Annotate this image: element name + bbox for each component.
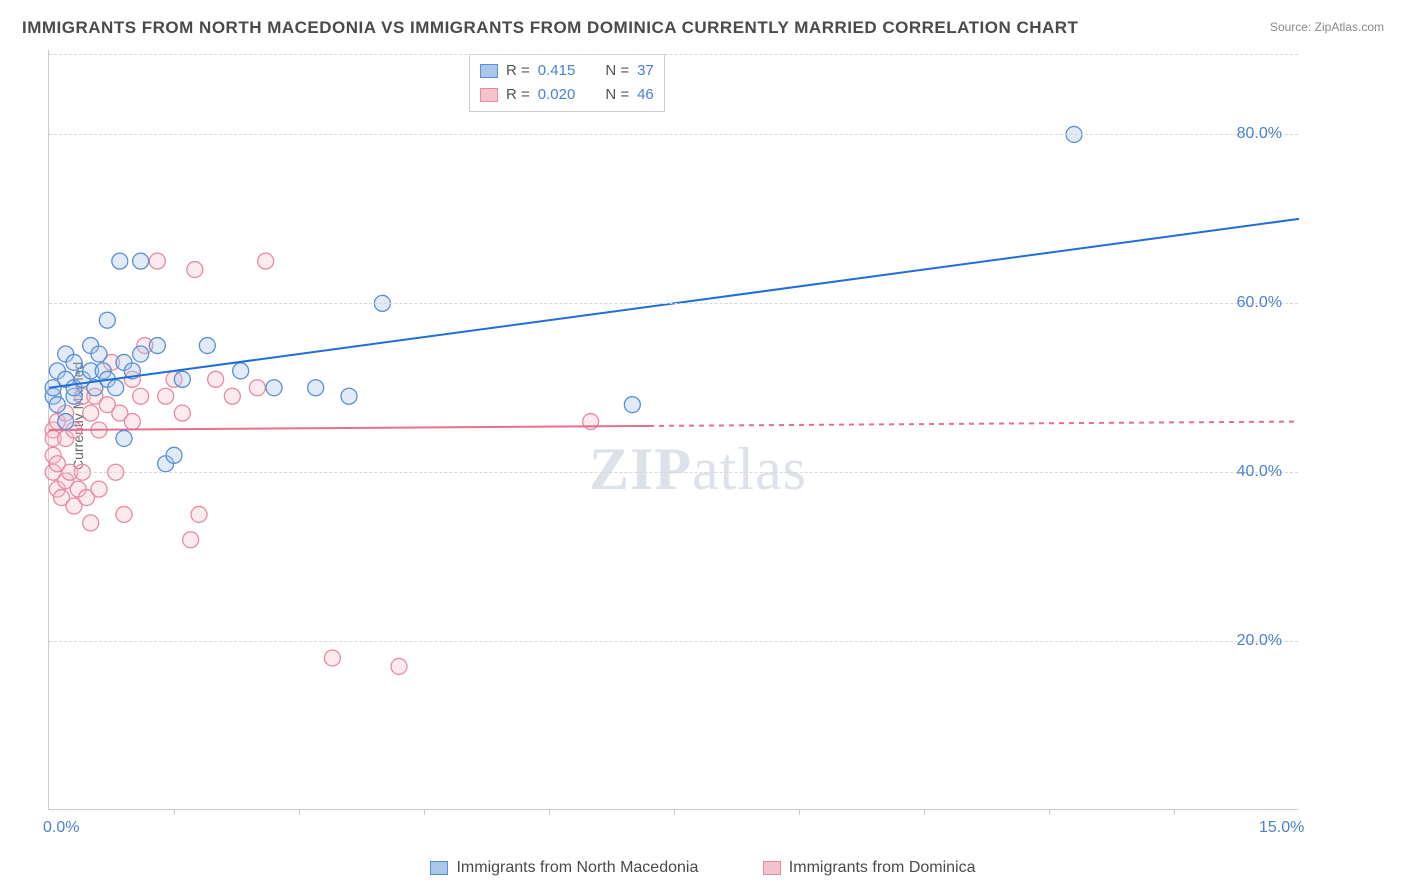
legend-item-dominica: Immigrants from Dominica xyxy=(763,859,976,877)
legend-series: Immigrants from North Macedonia Immigran… xyxy=(0,859,1406,880)
legend-r-value-macedonia: 0.415 xyxy=(538,59,576,83)
swatch-macedonia-icon xyxy=(430,861,448,875)
x-tick-mark xyxy=(424,809,425,815)
legend-label-macedonia: Immigrants from North Macedonia xyxy=(456,859,698,877)
chart-svg xyxy=(49,50,1298,809)
chart-container: Currently Married R = 0.415 N = 37 R = 0… xyxy=(48,50,1384,810)
gridline xyxy=(49,472,1298,473)
y-tick-label: 40.0% xyxy=(1237,463,1282,481)
legend-stats-row-macedonia: R = 0.415 N = 37 xyxy=(480,59,654,83)
legend-label-dominica: Immigrants from Dominica xyxy=(789,859,976,877)
legend-item-macedonia: Immigrants from North Macedonia xyxy=(430,859,698,877)
legend-stats: R = 0.415 N = 37 R = 0.020 N = 46 xyxy=(469,54,665,112)
legend-r-value-dominica: 0.020 xyxy=(538,83,576,107)
swatch-dominica-icon xyxy=(763,861,781,875)
y-tick-label: 20.0% xyxy=(1237,632,1282,650)
x-tick-mark xyxy=(799,809,800,815)
x-tick-label: 15.0% xyxy=(1259,819,1304,837)
legend-n-value-dominica: 46 xyxy=(637,83,654,107)
legend-n-value-macedonia: 37 xyxy=(637,59,654,83)
legend-stats-row-dominica: R = 0.020 N = 46 xyxy=(480,83,654,107)
chart-title: IMMIGRANTS FROM NORTH MACEDONIA VS IMMIG… xyxy=(22,18,1078,38)
y-tick-label: 60.0% xyxy=(1237,294,1282,312)
x-tick-mark xyxy=(1174,809,1175,815)
legend-n-label: N = xyxy=(605,59,629,83)
gridline xyxy=(49,134,1298,135)
swatch-dominica-icon xyxy=(480,88,498,102)
legend-n-label: N = xyxy=(605,83,629,107)
y-tick-label: 80.0% xyxy=(1237,125,1282,143)
x-tick-mark xyxy=(549,809,550,815)
swatch-macedonia-icon xyxy=(480,64,498,78)
legend-r-label: R = xyxy=(506,59,530,83)
source-attribution: Source: ZipAtlas.com xyxy=(1270,20,1384,34)
plot-area: R = 0.415 N = 37 R = 0.020 N = 46 ZIPatl… xyxy=(48,50,1298,810)
legend-r-label: R = xyxy=(506,83,530,107)
x-tick-label: 0.0% xyxy=(43,819,79,837)
gridline xyxy=(49,641,1298,642)
x-tick-mark xyxy=(299,809,300,815)
x-tick-mark xyxy=(174,809,175,815)
x-tick-mark xyxy=(1049,809,1050,815)
gridline xyxy=(49,303,1298,304)
x-tick-mark xyxy=(924,809,925,815)
x-tick-mark xyxy=(674,809,675,815)
gridline xyxy=(49,54,1298,55)
